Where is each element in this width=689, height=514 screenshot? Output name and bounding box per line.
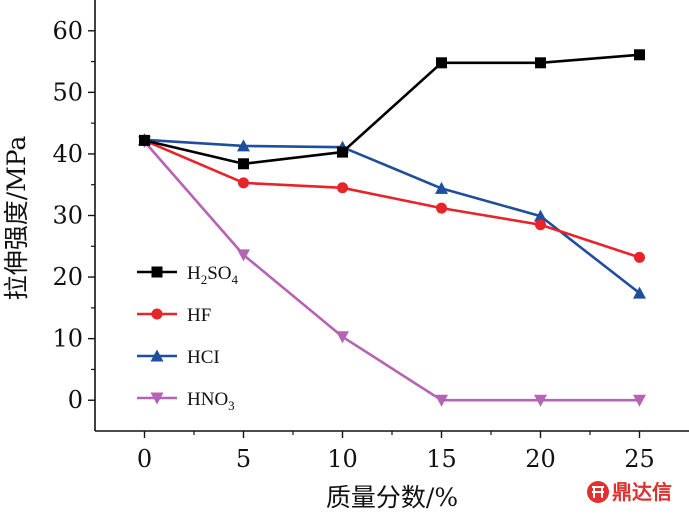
data-point (436, 202, 447, 214)
data-point (535, 219, 546, 231)
series-h2so4 (139, 49, 645, 170)
axes: 0 10 20 30 40 50 60 0 5 10 15 20 25 (52, 0, 689, 473)
series-line (143, 140, 640, 402)
data-point (336, 331, 349, 344)
data-point (238, 158, 249, 170)
data-point (337, 182, 348, 194)
legend: H2SO4 HF HCI HNO3 (137, 263, 239, 413)
series-hf (139, 134, 645, 263)
x-tick-label: 20 (525, 445, 556, 473)
data-point (534, 209, 547, 222)
x-tick-label: 25 (624, 445, 655, 473)
legend-marker (151, 266, 163, 278)
series-hno3 (138, 136, 646, 407)
y-tick-label: 20 (52, 263, 83, 291)
legend-item-h2so4: H2SO4 (137, 263, 239, 287)
x-tick-label: 5 (236, 445, 251, 473)
series-layer (138, 49, 646, 407)
legend-label: HF (187, 305, 211, 326)
y-tick-label: 50 (52, 78, 83, 106)
x-tick-label: 10 (327, 445, 358, 473)
series-line (143, 139, 640, 259)
data-point (634, 49, 645, 61)
watermark-text: 鼎达信 (612, 480, 672, 504)
x-tick-label: 15 (426, 445, 457, 473)
x-tick-label: 0 (137, 445, 152, 473)
legend-label: HCI (187, 347, 220, 368)
data-point (634, 251, 645, 263)
data-point (237, 249, 250, 262)
data-point (435, 394, 448, 407)
watermark: 鼎达信 (587, 480, 672, 504)
y-axis-title: 拉伸强度/MPa (2, 136, 31, 301)
data-point (535, 57, 546, 69)
y-tick-label: 10 (52, 325, 83, 353)
legend-label: H2SO4 (187, 263, 239, 287)
data-point (633, 394, 646, 407)
legend-item-hci: HCI (137, 347, 220, 368)
x-axis-title: 质量分数/% (326, 483, 458, 512)
legend-marker (151, 308, 163, 320)
data-point (534, 394, 547, 407)
legend-marker (150, 392, 164, 405)
legend-marker (150, 349, 164, 362)
data-point (633, 286, 646, 299)
legend-label: HNO3 (187, 389, 235, 413)
y-tick-label: 30 (52, 202, 83, 230)
data-point (238, 177, 249, 189)
legend-item-hf: HF (137, 305, 211, 326)
data-point (337, 146, 348, 158)
data-point (435, 181, 448, 194)
y-tick-label: 40 (52, 140, 83, 168)
data-point (237, 139, 250, 152)
data-point (139, 134, 150, 146)
watermark-logo-mark (592, 486, 604, 498)
data-point (436, 57, 447, 69)
y-tick-label: 0 (68, 386, 83, 414)
series-line (144, 53, 640, 166)
y-tick-label: 60 (52, 17, 83, 45)
legend-item-hno3: HNO3 (137, 389, 235, 413)
